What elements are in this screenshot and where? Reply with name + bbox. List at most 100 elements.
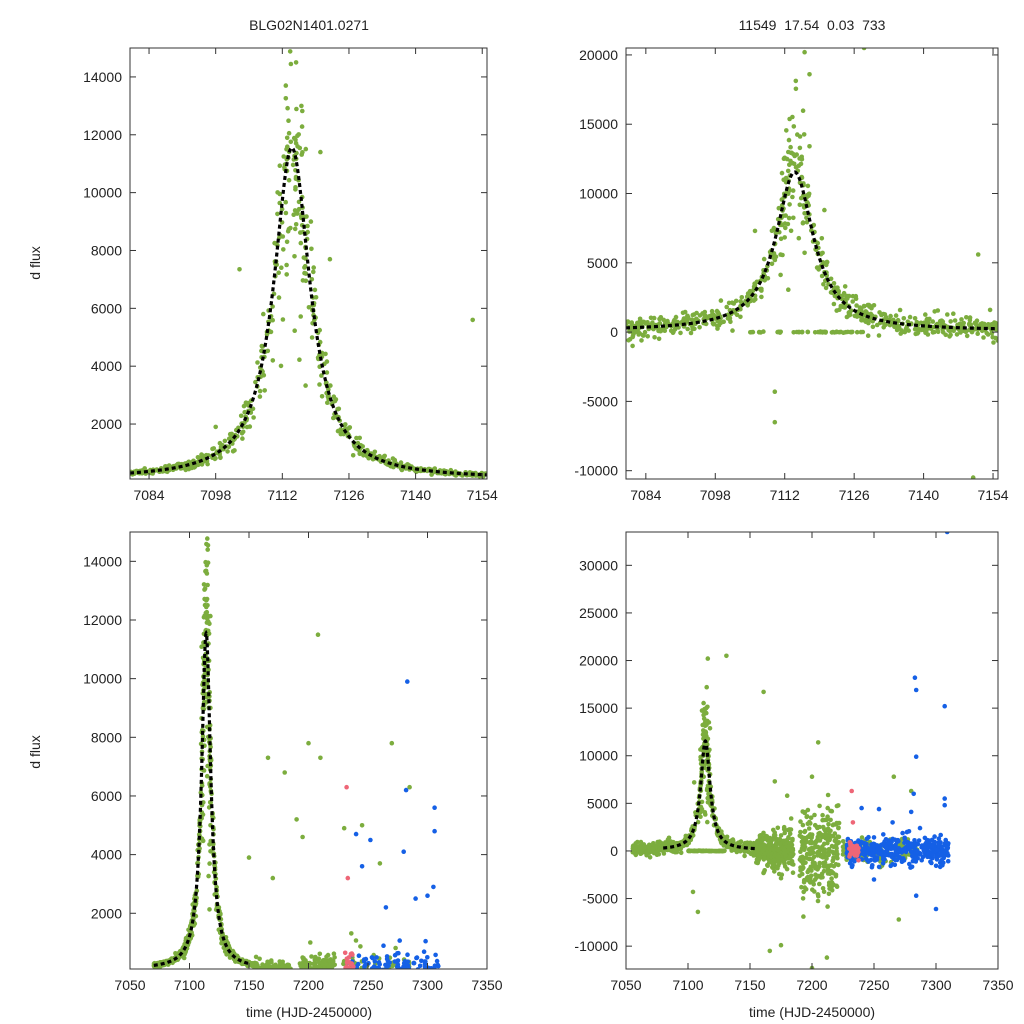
data-point: [188, 922, 193, 928]
data-point: [361, 453, 366, 458]
data-point: [242, 409, 247, 415]
data-point: [264, 976, 269, 981]
data-point: [378, 995, 383, 1000]
data-point: [390, 975, 395, 980]
data-point: [324, 979, 329, 984]
x-tick-label: 7112: [770, 487, 800, 503]
data-point: [846, 313, 852, 318]
y-tick-label: 14000: [83, 553, 122, 569]
data-point: [970, 475, 976, 479]
data-point: [644, 852, 649, 858]
y-tick-label: 10000: [83, 671, 122, 687]
data-point: [651, 315, 657, 321]
data-point: [815, 898, 821, 904]
data-point: [253, 971, 258, 976]
data-point: [343, 977, 348, 982]
data-point: [876, 333, 882, 338]
data-point: [207, 861, 212, 866]
y-tick-label: 12000: [83, 127, 122, 143]
data-point: [271, 973, 276, 978]
data-point: [699, 799, 705, 805]
data-point: [645, 334, 650, 339]
data-point: [200, 838, 206, 844]
data-point: [786, 847, 792, 852]
data-point: [286, 974, 291, 979]
data-point: [295, 144, 300, 149]
data-point: [291, 135, 297, 141]
data-point: [890, 846, 895, 851]
data-point: [778, 272, 783, 278]
data-point: [668, 839, 674, 844]
data-point: [413, 896, 418, 901]
data-point: [298, 240, 304, 246]
data-point: [205, 547, 210, 552]
data-point: [315, 632, 321, 637]
data-point: [376, 970, 381, 975]
data-point: [651, 850, 657, 856]
data-point: [206, 521, 211, 526]
data-point: [321, 957, 327, 963]
data-point: [657, 316, 662, 322]
data-point: [640, 333, 646, 338]
data-point: [656, 851, 662, 857]
data-point: [698, 809, 703, 815]
data-point: [802, 829, 807, 835]
data-point: [902, 847, 908, 852]
data-point: [389, 740, 395, 746]
data-point: [290, 162, 296, 168]
data-point: [987, 307, 993, 313]
data-point: [276, 970, 281, 975]
data-point: [286, 971, 291, 976]
data-point: [859, 835, 865, 840]
data-point: [939, 852, 944, 858]
data-point: [678, 330, 683, 336]
data-point: [871, 877, 877, 882]
data-point: [298, 314, 304, 319]
data-point: [284, 970, 289, 975]
data-point: [229, 431, 234, 437]
data-point: [403, 787, 409, 793]
data-point: [283, 199, 289, 205]
data-point: [205, 582, 210, 588]
data-point: [387, 975, 392, 980]
data-point: [274, 975, 279, 980]
data-point: [796, 235, 802, 241]
data-point: [205, 616, 210, 621]
data-point: [841, 290, 847, 296]
data-point: [401, 975, 406, 980]
data-point: [237, 267, 242, 272]
data-point: [260, 969, 265, 974]
data-point: [764, 834, 770, 839]
data-point: [374, 955, 379, 960]
data-point: [247, 424, 253, 429]
data-point: [375, 972, 380, 977]
data-point: [432, 828, 437, 834]
data-point: [402, 976, 407, 981]
data-point: [247, 960, 252, 966]
data-point: [690, 889, 696, 895]
data-point: [386, 973, 391, 978]
data-point: [269, 974, 274, 979]
data-point: [777, 330, 783, 335]
data-point: [781, 827, 787, 832]
plot-frame: [625, 47, 999, 480]
data-point: [807, 144, 812, 149]
data-point: [200, 812, 206, 817]
data-point: [666, 835, 672, 841]
data-point: [824, 856, 829, 861]
data-point: [842, 305, 848, 310]
data-point: [652, 335, 657, 340]
data-point: [853, 293, 859, 299]
data-point: [827, 886, 833, 891]
data-point: [816, 837, 821, 843]
data-point: [762, 851, 768, 857]
data-point: [913, 847, 918, 852]
data-point: [279, 976, 284, 981]
data-point: [325, 989, 330, 994]
data-point: [191, 465, 197, 470]
data-point: [324, 971, 329, 976]
data-point: [324, 970, 329, 975]
data-point: [324, 981, 329, 986]
data-point: [942, 796, 947, 801]
data-point: [633, 841, 638, 846]
